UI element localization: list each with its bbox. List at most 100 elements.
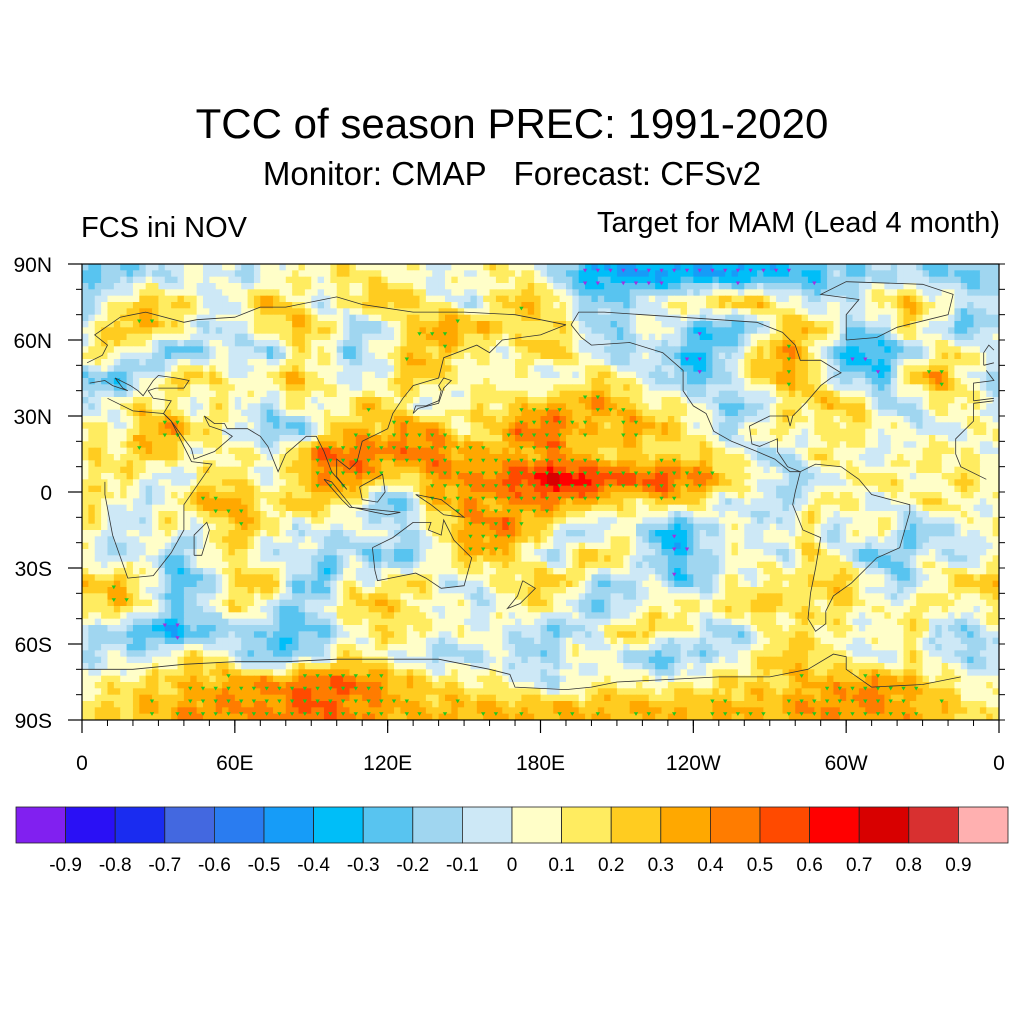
field-cell [158,283,166,290]
field-cell [502,454,510,461]
field-cell [546,384,554,392]
field-cell [572,378,580,385]
field-cell [897,384,905,392]
field-cell [215,327,223,335]
field-cell [744,289,752,297]
field-cell [515,454,522,461]
field-cell [253,460,261,468]
field-cell [260,295,268,303]
field-cell [795,428,803,436]
field-cell [916,333,924,341]
field-cell [158,397,166,404]
field-cell [508,276,516,284]
field-cell [247,435,255,442]
field-cell [470,333,478,341]
field-cell [801,409,809,417]
field-cell [941,441,949,449]
field-cell [413,416,421,423]
field-cell [292,346,300,354]
field-cell [317,397,325,404]
field-cell [948,473,956,480]
field-cell [973,289,981,297]
field-cell [878,371,885,379]
field-cell [464,460,472,468]
field-cell [132,403,140,411]
field-cell [126,308,134,316]
field-cell [196,435,204,442]
field-cell [960,321,968,328]
field-cell [196,460,204,468]
field-cell [177,473,185,480]
field-cell [132,378,140,385]
field-cell [814,397,822,404]
field-cell [960,302,968,309]
field-cell [616,302,624,309]
field-cell [871,371,879,379]
field-cell [483,422,491,430]
field-cell [82,308,89,316]
field-cell [833,397,841,404]
field-cell [266,295,274,303]
field-cell [451,390,459,398]
field-cell [839,321,847,328]
field-cell [355,403,363,411]
field-cell [909,441,917,449]
field-cell [152,346,160,354]
field-cell [88,428,96,436]
field-cell [706,289,714,297]
field-cell [585,454,593,461]
field-cell [839,435,847,442]
field-cell [661,454,669,461]
field-cell [88,447,96,455]
field-cell [820,397,828,404]
field-cell [597,270,605,278]
field-cell [241,384,249,392]
field-cell [323,397,331,404]
field-cell [629,454,637,461]
field-cell [572,346,580,354]
field-cell [113,359,121,366]
field-cell [483,264,491,271]
field-cell [451,289,459,297]
field-cell [202,397,210,404]
field-cell [686,403,694,411]
field-cell [457,264,465,271]
field-cell [406,422,414,430]
field-cell [871,352,879,360]
field-cell [132,327,140,335]
field-cell [521,327,529,335]
field-cell [279,479,287,487]
field-cell [228,441,236,449]
field-cell [534,397,542,404]
field-cell [215,359,223,366]
field-cell [686,327,694,335]
field-cell [737,276,745,284]
field-cell [642,264,650,271]
field-cell [222,378,230,385]
field-cell [801,365,809,373]
field-cell [922,416,930,423]
field-cell [285,460,293,468]
field-cell [782,346,790,354]
field-cell [228,473,236,480]
field-cell [636,397,643,404]
field-cell [897,466,905,474]
field-cell [941,308,949,316]
field-cell [693,365,701,373]
field-cell [604,422,612,430]
field-cell [349,390,357,398]
field-cell [323,416,331,423]
field-cell [585,390,593,398]
field-cell [508,390,516,398]
field-cell [858,327,866,335]
field-cell [502,289,510,297]
field-cell [495,466,503,474]
field-cell [355,289,363,297]
field-cell [495,428,503,436]
field-cell [776,321,784,328]
field-cell [273,340,281,347]
field-cell [928,359,936,366]
field-cell [406,346,414,354]
field-cell [871,276,879,284]
field-cell [502,365,510,373]
